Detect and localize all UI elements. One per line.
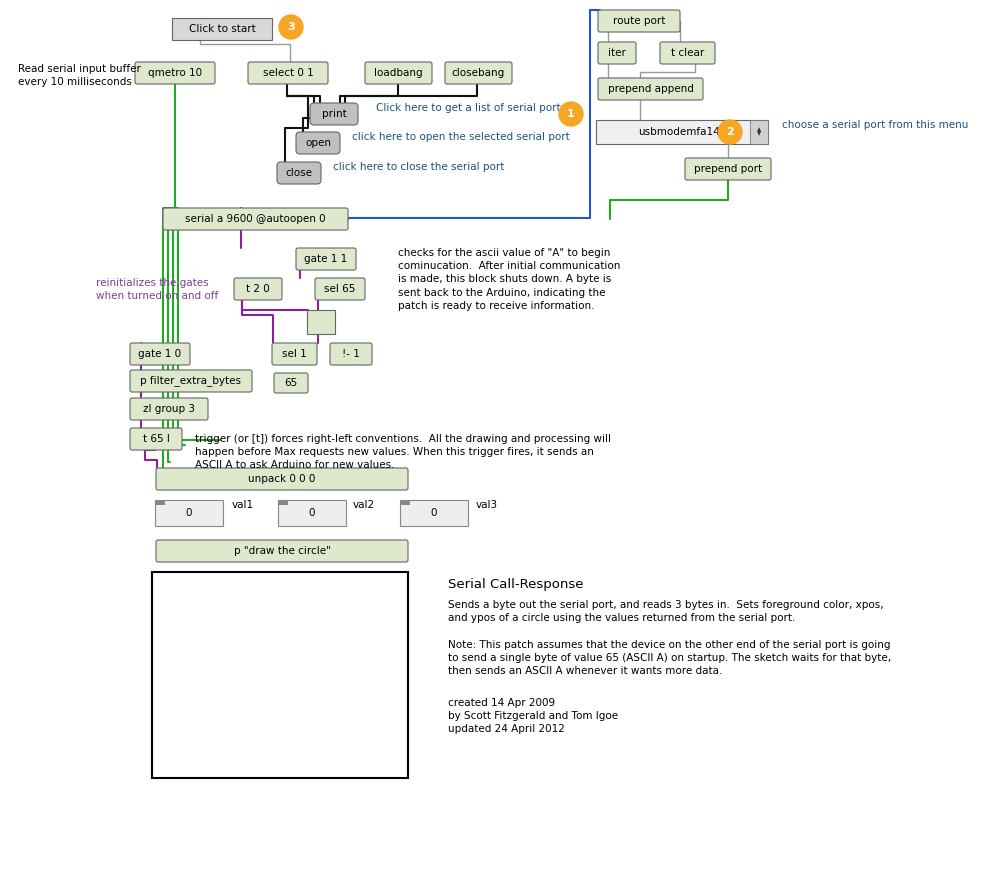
- FancyBboxPatch shape: [598, 78, 703, 100]
- Text: 0: 0: [309, 508, 315, 518]
- Text: loadbang: loadbang: [374, 68, 423, 78]
- FancyBboxPatch shape: [156, 540, 408, 562]
- FancyBboxPatch shape: [598, 42, 636, 64]
- Bar: [400, 500, 468, 526]
- Text: Sends a byte out the serial port, and reads 3 bytes in.  Sets foreground color, : Sends a byte out the serial port, and re…: [448, 600, 884, 623]
- FancyBboxPatch shape: [130, 398, 208, 420]
- FancyBboxPatch shape: [685, 158, 771, 180]
- FancyBboxPatch shape: [445, 62, 512, 84]
- Text: unpack 0 0 0: unpack 0 0 0: [248, 474, 316, 484]
- Text: 1: 1: [567, 109, 575, 119]
- FancyBboxPatch shape: [272, 343, 317, 365]
- Text: prepend port: prepend port: [694, 164, 762, 174]
- Text: 0: 0: [431, 508, 438, 518]
- FancyBboxPatch shape: [130, 428, 182, 450]
- Text: checks for the ascii value of "A" to begin
cominucation.  After initial communic: checks for the ascii value of "A" to beg…: [398, 248, 621, 310]
- Text: open: open: [305, 138, 331, 148]
- Text: p filter_extra_bytes: p filter_extra_bytes: [141, 376, 242, 386]
- Bar: [155, 500, 223, 526]
- Text: route port: route port: [613, 16, 665, 26]
- Text: qmetro 10: qmetro 10: [148, 68, 202, 78]
- Text: 0: 0: [186, 508, 192, 518]
- Bar: [750, 120, 768, 144]
- Bar: [400, 500, 410, 505]
- Text: choose a serial port from this menu: choose a serial port from this menu: [782, 120, 968, 130]
- FancyBboxPatch shape: [156, 468, 408, 490]
- Text: val1: val1: [232, 500, 254, 510]
- FancyBboxPatch shape: [135, 62, 215, 84]
- Text: Note: This patch assumes that the device on the other end of the serial port is : Note: This patch assumes that the device…: [448, 640, 891, 677]
- Text: trigger (or [t]) forces right-left conventions.  All the drawing and processing : trigger (or [t]) forces right-left conve…: [195, 434, 611, 470]
- Text: reinitializes the gates
when turned on and off: reinitializes the gates when turned on a…: [96, 278, 218, 301]
- FancyBboxPatch shape: [248, 62, 328, 84]
- FancyBboxPatch shape: [598, 10, 680, 32]
- Text: click here to open the selected serial port: click here to open the selected serial p…: [352, 132, 570, 142]
- Bar: [278, 500, 346, 526]
- FancyBboxPatch shape: [365, 62, 432, 84]
- Text: val2: val2: [353, 500, 375, 510]
- Text: 65: 65: [284, 378, 298, 388]
- Bar: [278, 500, 288, 505]
- FancyBboxPatch shape: [296, 248, 356, 270]
- Text: close: close: [285, 168, 313, 178]
- Text: sel 1: sel 1: [282, 349, 307, 359]
- FancyBboxPatch shape: [130, 370, 252, 392]
- Circle shape: [559, 102, 583, 126]
- Text: sel 65: sel 65: [325, 284, 355, 294]
- Text: val3: val3: [476, 500, 498, 510]
- Text: gate 1 0: gate 1 0: [139, 349, 181, 359]
- Bar: [307, 310, 335, 334]
- Text: Click here to get a list of serial ports: Click here to get a list of serial ports: [376, 103, 566, 113]
- FancyBboxPatch shape: [130, 343, 190, 365]
- Text: prepend append: prepend append: [608, 84, 693, 94]
- Text: t 2 0: t 2 0: [247, 284, 270, 294]
- Text: click here to close the serial port: click here to close the serial port: [333, 162, 504, 172]
- Text: closebang: closebang: [451, 68, 505, 78]
- Text: Click to start: Click to start: [189, 24, 255, 34]
- Text: t 65 l: t 65 l: [143, 434, 169, 444]
- Text: Serial Call-Response: Serial Call-Response: [448, 578, 583, 591]
- Text: 3: 3: [287, 22, 295, 32]
- Text: !- 1: !- 1: [343, 349, 360, 359]
- Bar: [596, 120, 768, 144]
- Text: usbmodemfa141: usbmodemfa141: [638, 127, 727, 137]
- Text: print: print: [322, 109, 346, 119]
- Text: serial a 9600 @autoopen 0: serial a 9600 @autoopen 0: [185, 214, 326, 224]
- FancyBboxPatch shape: [330, 343, 372, 365]
- Bar: [155, 500, 165, 505]
- FancyBboxPatch shape: [315, 278, 365, 300]
- FancyBboxPatch shape: [296, 132, 340, 154]
- Text: gate 1 1: gate 1 1: [304, 254, 347, 264]
- Bar: [152, 572, 408, 778]
- Text: ▲
▼: ▲ ▼: [757, 127, 761, 137]
- Text: Read serial input buffer
every 10 milliseconds: Read serial input buffer every 10 millis…: [18, 64, 141, 87]
- FancyBboxPatch shape: [274, 373, 308, 393]
- Text: select 0 1: select 0 1: [262, 68, 314, 78]
- Text: zl group 3: zl group 3: [143, 404, 195, 414]
- Text: iter: iter: [608, 48, 626, 58]
- Text: t clear: t clear: [671, 48, 704, 58]
- FancyBboxPatch shape: [660, 42, 715, 64]
- Circle shape: [718, 120, 742, 144]
- Circle shape: [279, 15, 303, 39]
- Text: p "draw the circle": p "draw the circle": [234, 546, 331, 556]
- Text: 2: 2: [726, 127, 734, 137]
- FancyBboxPatch shape: [277, 162, 321, 184]
- FancyBboxPatch shape: [234, 278, 282, 300]
- Bar: [172, 18, 272, 40]
- Text: created 14 Apr 2009
by Scott Fitzgerald and Tom Igoe
updated 24 April 2012: created 14 Apr 2009 by Scott Fitzgerald …: [448, 698, 618, 734]
- FancyBboxPatch shape: [163, 208, 348, 230]
- FancyBboxPatch shape: [310, 103, 358, 125]
